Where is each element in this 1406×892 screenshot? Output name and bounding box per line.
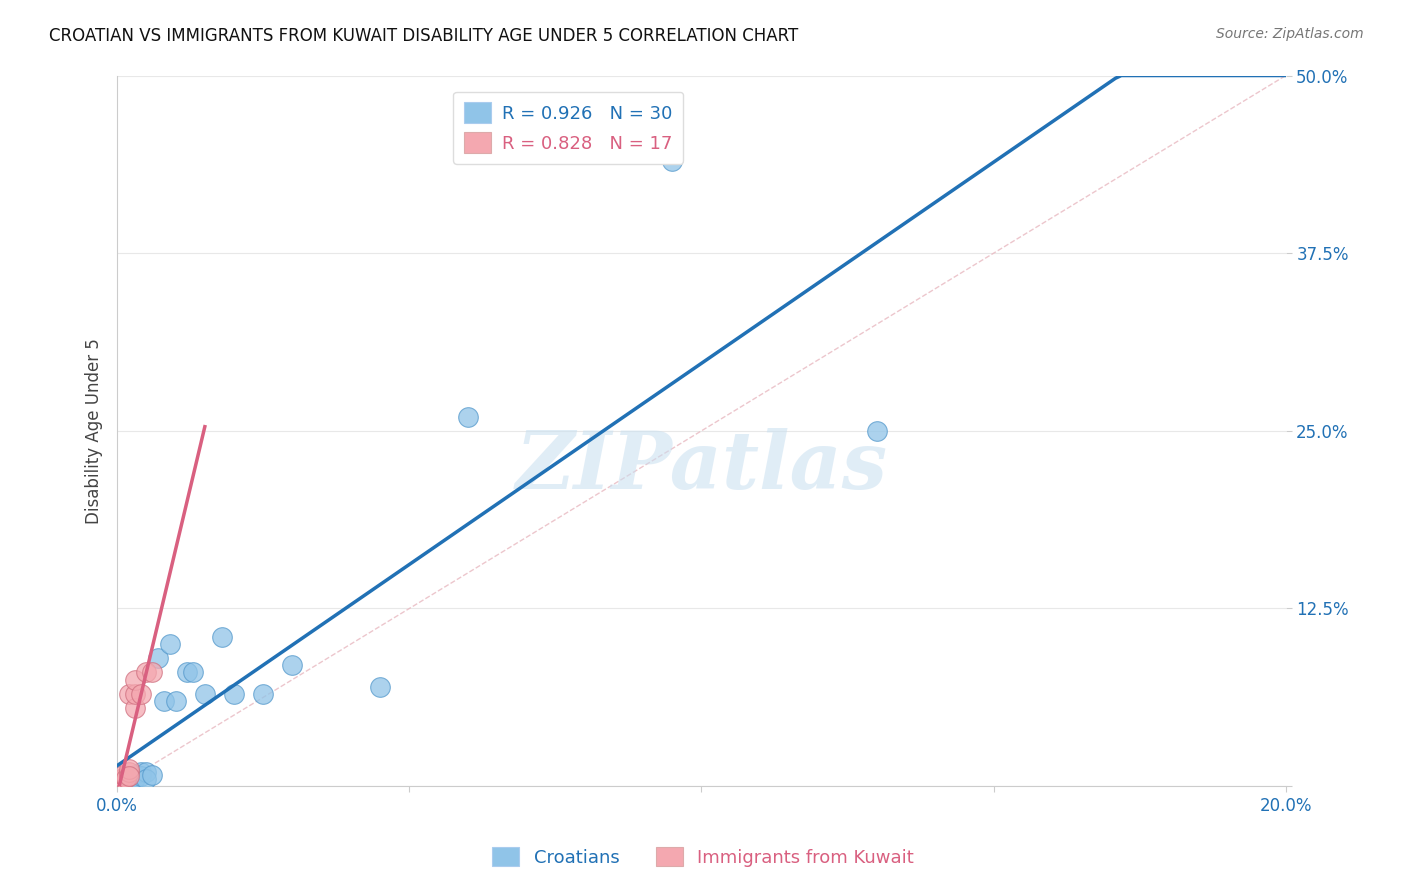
Point	[118, 771, 141, 785]
Point	[112, 772, 135, 786]
Point	[118, 764, 141, 779]
Point	[118, 762, 141, 776]
Point	[129, 764, 152, 779]
Point	[368, 680, 391, 694]
Point	[866, 424, 889, 438]
Point	[115, 775, 138, 789]
Point	[181, 665, 204, 680]
Point	[146, 651, 169, 665]
Point	[118, 773, 141, 788]
Legend: Croatians, Immigrants from Kuwait: Croatians, Immigrants from Kuwait	[485, 840, 921, 874]
Point	[108, 775, 131, 789]
Text: CROATIAN VS IMMIGRANTS FROM KUWAIT DISABILITY AGE UNDER 5 CORRELATION CHART: CROATIAN VS IMMIGRANTS FROM KUWAIT DISAB…	[49, 27, 799, 45]
Point	[124, 771, 146, 785]
Y-axis label: Disability Age Under 5: Disability Age Under 5	[86, 338, 103, 524]
Point	[135, 665, 157, 680]
Text: Source: ZipAtlas.com: Source: ZipAtlas.com	[1216, 27, 1364, 41]
Point	[176, 665, 198, 680]
Point	[115, 771, 138, 785]
Point	[211, 630, 233, 644]
Legend: R = 0.926   N = 30, R = 0.828   N = 17: R = 0.926 N = 30, R = 0.828 N = 17	[453, 92, 683, 164]
Point	[194, 687, 217, 701]
Point	[141, 768, 163, 782]
Point	[108, 773, 131, 788]
Point	[135, 764, 157, 779]
Point	[108, 775, 131, 789]
Point	[124, 673, 146, 687]
Point	[118, 687, 141, 701]
Point	[124, 768, 146, 782]
Point	[118, 769, 141, 783]
Point	[118, 775, 141, 789]
Point	[124, 772, 146, 786]
Point	[112, 771, 135, 785]
Point	[141, 665, 163, 680]
Point	[124, 687, 146, 701]
Point	[222, 687, 245, 701]
Point	[112, 768, 135, 782]
Point	[112, 773, 135, 788]
Point	[153, 694, 176, 708]
Point	[129, 769, 152, 783]
Point	[124, 701, 146, 715]
Text: ZIPatlas: ZIPatlas	[516, 427, 887, 505]
Point	[159, 637, 181, 651]
Point	[108, 772, 131, 786]
Point	[661, 153, 683, 168]
Point	[112, 772, 135, 786]
Point	[252, 687, 274, 701]
Point	[281, 658, 304, 673]
Point	[135, 772, 157, 786]
Point	[165, 694, 187, 708]
Point	[457, 409, 479, 424]
Point	[129, 687, 152, 701]
